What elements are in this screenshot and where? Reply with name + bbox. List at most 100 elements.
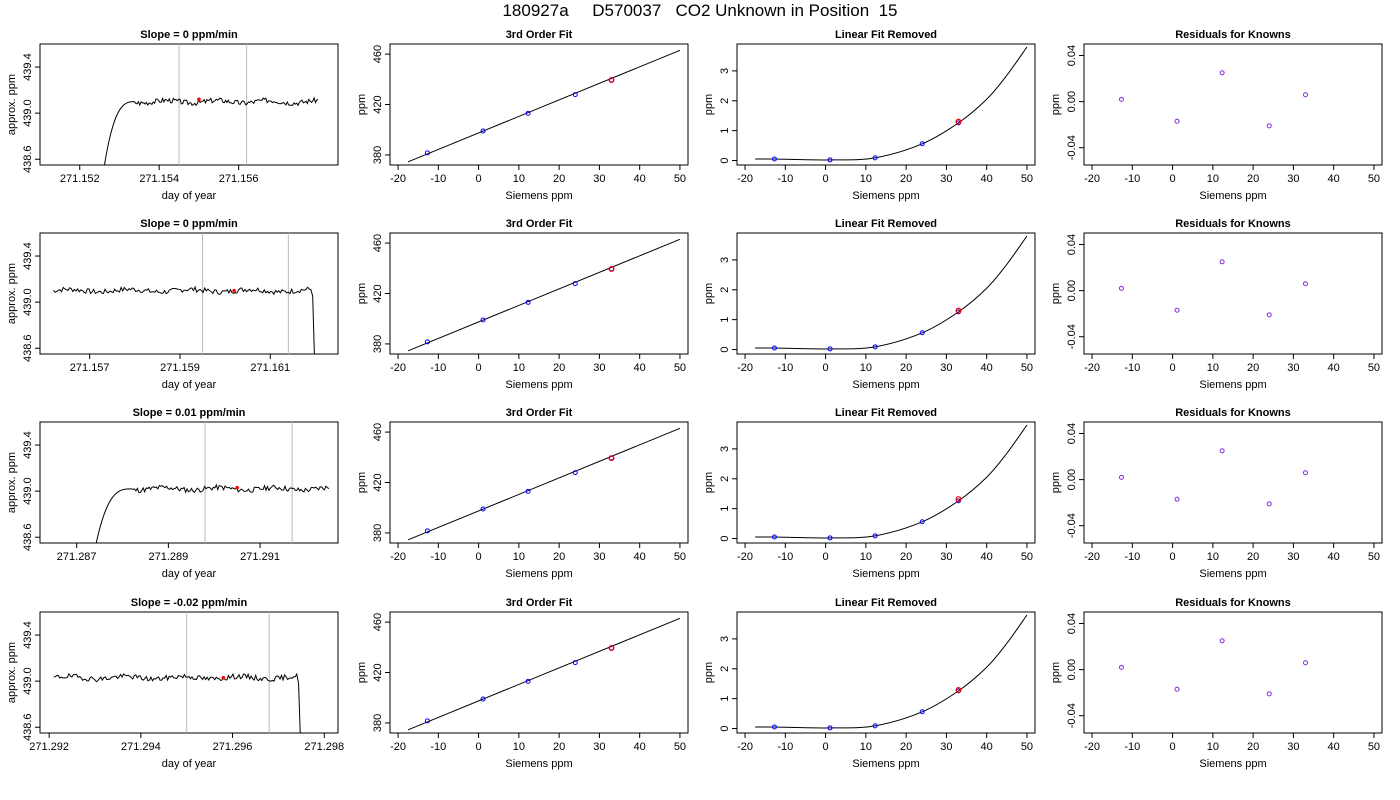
- known-point: [572, 281, 578, 287]
- x-tick-label: 30: [593, 551, 605, 563]
- fit-line: [407, 238, 681, 352]
- x-tick-label: -20: [390, 551, 406, 563]
- known-point: [1118, 664, 1124, 670]
- x-axis-label: Siemens ppm: [505, 379, 572, 391]
- y-tick-label: 439.0: [22, 288, 34, 316]
- panel-r3c2: 3rd Order Fit -20 -10 0 10 20 30 40 50 380 420 460 S…: [356, 407, 689, 580]
- known-point: [872, 344, 878, 350]
- plot-frame: [39, 43, 339, 166]
- x-tick-label: 10: [860, 173, 872, 185]
- x-tick-label: 0: [823, 551, 829, 563]
- y-tick-label: 439.0: [22, 99, 34, 127]
- unknown-point: [608, 645, 615, 652]
- y-axis-label: ppm: [703, 94, 715, 115]
- known-point: [1118, 474, 1124, 480]
- panel-r2c3: Linear Fit Removed -20 -10 0 10 20 30 40 50 0 1 2 3 S…: [703, 218, 1036, 391]
- x-tick-label: -20: [390, 173, 406, 185]
- unknown-point: [232, 288, 236, 293]
- y-axis-label: approx. ppm: [6, 263, 18, 324]
- known-point: [525, 299, 531, 305]
- data-layer: [755, 614, 1028, 731]
- x-axis-label: day of year: [162, 568, 217, 580]
- panel-title: Linear Fit Removed: [835, 218, 937, 230]
- x-axis-label: day of year: [162, 379, 217, 391]
- y-tick-label: 0: [719, 346, 731, 352]
- x-tick-label: 271.157: [70, 362, 110, 374]
- y-tick-label: 3: [719, 446, 731, 452]
- data-layer: [95, 422, 330, 543]
- fit-line: [407, 427, 681, 541]
- x-axis-label: Siemens ppm: [505, 190, 572, 202]
- x-tick-label: 10: [513, 551, 525, 563]
- data-trace: [95, 483, 330, 543]
- panel-r1c4: Residuals for Knowns -20 -10 0 10 20 30 40 50 -0.…: [1050, 29, 1383, 202]
- panel-title: Slope = 0 ppm/min: [140, 29, 238, 41]
- y-tick-label: 0.04: [1066, 45, 1078, 66]
- x-tick-label: 20: [553, 741, 565, 753]
- data-layer: [53, 612, 301, 733]
- x-tick-label: 20: [553, 362, 565, 374]
- x-tick-label: -20: [390, 362, 406, 374]
- x-tick-label: 271.291: [240, 551, 280, 563]
- panel-title: Residuals for Knowns: [1175, 407, 1291, 419]
- plot-frame: [736, 232, 1036, 355]
- y-axis-label: ppm: [1050, 94, 1062, 115]
- x-tick-label: 10: [860, 551, 872, 563]
- x-tick-label: -20: [1084, 173, 1100, 185]
- x-tick-label: 20: [1247, 362, 1259, 374]
- y-tick-label: 0.04: [1066, 613, 1078, 634]
- x-tick-label: 0: [823, 173, 829, 185]
- panel-r3c4: Residuals for Knowns -20 -10 0 10 20 30 40 50 -0.…: [1050, 407, 1383, 580]
- x-tick-label: 0: [476, 741, 482, 753]
- known-point: [919, 141, 925, 147]
- y-tick-label: 2: [719, 476, 731, 482]
- y-tick-label: 380: [372, 524, 384, 542]
- y-tick-label: 438.6: [22, 334, 34, 362]
- x-axis-label: Siemens ppm: [1199, 758, 1266, 770]
- known-point: [827, 157, 833, 163]
- x-tick-label: 271.152: [60, 173, 100, 185]
- known-point: [1118, 96, 1124, 102]
- panel-r4c2: 3rd Order Fit -20 -10 0 10 20 30 40 50 380 420 460 S…: [356, 597, 689, 770]
- unknown-point: [608, 77, 615, 84]
- plot-frame: [736, 43, 1036, 166]
- x-tick-label: -10: [1124, 741, 1140, 753]
- y-tick-label: 3: [719, 257, 731, 263]
- y-axis-label: ppm: [356, 472, 368, 493]
- known-point: [771, 534, 777, 540]
- panel-title: 3rd Order Fit: [506, 218, 573, 230]
- y-tick-label: 380: [372, 146, 384, 164]
- y-tick-label: 438.6: [22, 145, 34, 173]
- unknown-point: [197, 97, 201, 102]
- known-point: [1302, 470, 1308, 476]
- y-tick-label: -0.04: [1066, 324, 1078, 349]
- y-axis-label: ppm: [1050, 662, 1062, 683]
- y-tick-label: 1: [719, 128, 731, 134]
- panel-title: Residuals for Knowns: [1175, 218, 1291, 230]
- x-axis-label: Siemens ppm: [505, 758, 572, 770]
- y-tick-label: 420: [372, 473, 384, 491]
- x-axis-label: Siemens ppm: [852, 190, 919, 202]
- x-tick-label: -20: [390, 741, 406, 753]
- panel-title: 3rd Order Fit: [506, 29, 573, 41]
- y-tick-label: -0.04: [1066, 135, 1078, 160]
- known-point: [525, 678, 531, 684]
- x-tick-label: -20: [1084, 362, 1100, 374]
- known-point: [424, 150, 430, 156]
- x-tick-label: 50: [1021, 741, 1033, 753]
- x-tick-label: 40: [1328, 362, 1340, 374]
- data-layer: [103, 44, 319, 165]
- data-trace: [103, 96, 319, 165]
- y-tick-label: 460: [372, 613, 384, 631]
- x-tick-label: 30: [940, 741, 952, 753]
- plot-frame: [39, 232, 339, 355]
- x-tick-label: 20: [1247, 551, 1259, 563]
- x-tick-label: 271.289: [148, 551, 188, 563]
- x-tick-label: 271.161: [250, 362, 290, 374]
- known-point: [424, 339, 430, 345]
- panel-title: 3rd Order Fit: [506, 407, 573, 419]
- known-point: [1302, 92, 1308, 98]
- panel-title: Slope = 0.01 ppm/min: [133, 407, 246, 419]
- x-tick-label: 20: [553, 173, 565, 185]
- panel-title: Linear Fit Removed: [835, 597, 937, 609]
